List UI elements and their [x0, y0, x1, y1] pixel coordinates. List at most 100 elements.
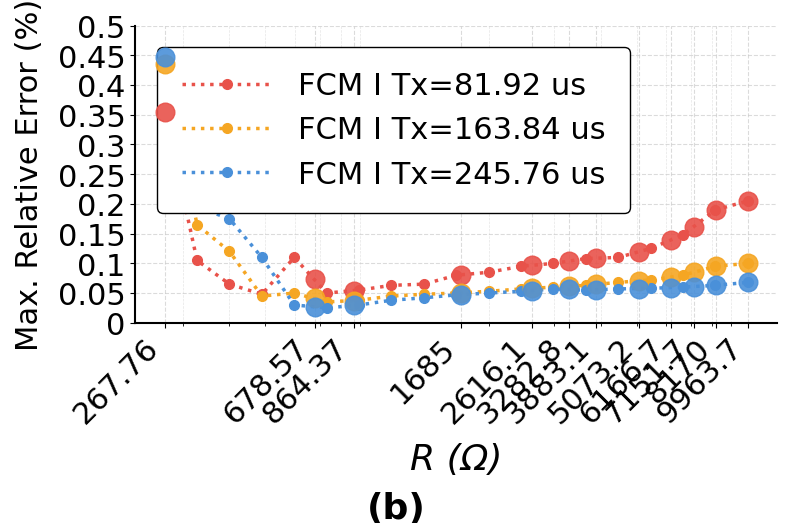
FCM I Tx=245.76 us: [160, 54, 169, 61]
FCM I Tx=163.84 us: [516, 286, 526, 292]
Point: [710, 281, 722, 290]
FCM I Tx=163.84 us: [646, 277, 656, 283]
Line: FCM I Tx=163.84 us: FCM I Tx=163.84 us: [160, 60, 752, 307]
Point: [347, 287, 360, 295]
Point: [688, 223, 701, 231]
Y-axis label: Max. Relative Error (%): Max. Relative Error (%): [15, 0, 44, 350]
FCM I Tx=245.76 us: [710, 282, 720, 289]
FCM I Tx=81.92 us: [419, 281, 428, 288]
FCM I Tx=163.84 us: [419, 291, 428, 298]
FCM I Tx=245.76 us: [614, 286, 623, 292]
FCM I Tx=81.92 us: [743, 198, 752, 204]
Point: [308, 275, 321, 283]
FCM I Tx=245.76 us: [419, 295, 428, 301]
FCM I Tx=163.84 us: [225, 249, 234, 255]
Point: [455, 291, 467, 299]
Point: [347, 302, 360, 310]
FCM I Tx=245.76 us: [743, 280, 752, 286]
X-axis label: R (Ω): R (Ω): [410, 442, 502, 476]
FCM I Tx=245.76 us: [581, 287, 591, 293]
Point: [308, 294, 321, 303]
Point: [688, 269, 701, 277]
FCM I Tx=245.76 us: [257, 255, 267, 261]
Point: [664, 284, 677, 292]
FCM I Tx=163.84 us: [386, 293, 396, 300]
Line: FCM I Tx=245.76 us: FCM I Tx=245.76 us: [160, 52, 752, 313]
FCM I Tx=81.92 us: [386, 282, 396, 289]
Point: [455, 289, 467, 298]
Point: [589, 255, 602, 263]
FCM I Tx=163.84 us: [549, 285, 558, 291]
Point: [562, 286, 575, 294]
FCM I Tx=163.84 us: [710, 264, 720, 270]
Point: [741, 197, 754, 206]
FCM I Tx=245.76 us: [290, 302, 299, 309]
Point: [710, 263, 722, 271]
FCM I Tx=245.76 us: [386, 298, 396, 304]
Point: [633, 248, 645, 257]
Line: FCM I Tx=81.92 us: FCM I Tx=81.92 us: [160, 108, 752, 300]
Point: [526, 287, 539, 295]
FCM I Tx=81.92 us: [354, 287, 364, 293]
Point: [664, 237, 677, 245]
FCM I Tx=81.92 us: [451, 272, 461, 279]
FCM I Tx=163.84 us: [160, 62, 169, 68]
Text: (b): (b): [367, 491, 425, 523]
FCM I Tx=81.92 us: [678, 232, 687, 238]
FCM I Tx=245.76 us: [549, 286, 558, 292]
Point: [347, 297, 360, 305]
FCM I Tx=163.84 us: [743, 260, 752, 267]
Point: [158, 61, 171, 69]
FCM I Tx=81.92 us: [322, 290, 331, 297]
FCM I Tx=245.76 us: [678, 285, 687, 291]
FCM I Tx=81.92 us: [225, 281, 234, 288]
FCM I Tx=245.76 us: [451, 292, 461, 299]
FCM I Tx=163.84 us: [290, 290, 299, 297]
Point: [688, 283, 701, 291]
FCM I Tx=163.84 us: [354, 298, 364, 304]
Point: [589, 286, 602, 294]
FCM I Tx=163.84 us: [192, 222, 202, 229]
Legend: FCM I Tx=81.92 us, FCM I Tx=163.84 us, FCM I Tx=245.76 us: FCM I Tx=81.92 us, FCM I Tx=163.84 us, F…: [157, 48, 630, 214]
FCM I Tx=81.92 us: [160, 109, 169, 116]
Point: [664, 274, 677, 282]
Point: [710, 206, 722, 214]
Point: [741, 279, 754, 287]
FCM I Tx=163.84 us: [257, 293, 267, 300]
Point: [562, 257, 575, 266]
Point: [633, 277, 645, 286]
FCM I Tx=245.76 us: [354, 302, 364, 309]
FCM I Tx=245.76 us: [192, 204, 202, 211]
Point: [589, 281, 602, 289]
Point: [633, 285, 645, 293]
FCM I Tx=81.92 us: [290, 255, 299, 261]
FCM I Tx=81.92 us: [581, 256, 591, 262]
FCM I Tx=163.84 us: [484, 289, 493, 295]
FCM I Tx=245.76 us: [484, 290, 493, 297]
Point: [308, 303, 321, 311]
FCM I Tx=81.92 us: [257, 291, 267, 298]
FCM I Tx=163.84 us: [678, 272, 687, 279]
FCM I Tx=81.92 us: [614, 255, 623, 261]
Point: [526, 285, 539, 293]
FCM I Tx=81.92 us: [646, 246, 656, 252]
FCM I Tx=245.76 us: [225, 216, 234, 222]
FCM I Tx=245.76 us: [646, 286, 656, 292]
FCM I Tx=81.92 us: [516, 264, 526, 270]
Point: [741, 259, 754, 268]
Point: [455, 271, 467, 279]
FCM I Tx=163.84 us: [322, 299, 331, 305]
FCM I Tx=163.84 us: [451, 290, 461, 297]
FCM I Tx=81.92 us: [192, 258, 202, 264]
FCM I Tx=81.92 us: [484, 269, 493, 276]
Point: [562, 282, 575, 291]
FCM I Tx=245.76 us: [322, 305, 331, 311]
Point: [158, 53, 171, 62]
Point: [158, 108, 171, 117]
FCM I Tx=163.84 us: [614, 280, 623, 286]
FCM I Tx=81.92 us: [710, 207, 720, 213]
FCM I Tx=81.92 us: [549, 260, 558, 267]
Point: [526, 262, 539, 270]
FCM I Tx=245.76 us: [516, 289, 526, 295]
FCM I Tx=163.84 us: [581, 282, 591, 289]
